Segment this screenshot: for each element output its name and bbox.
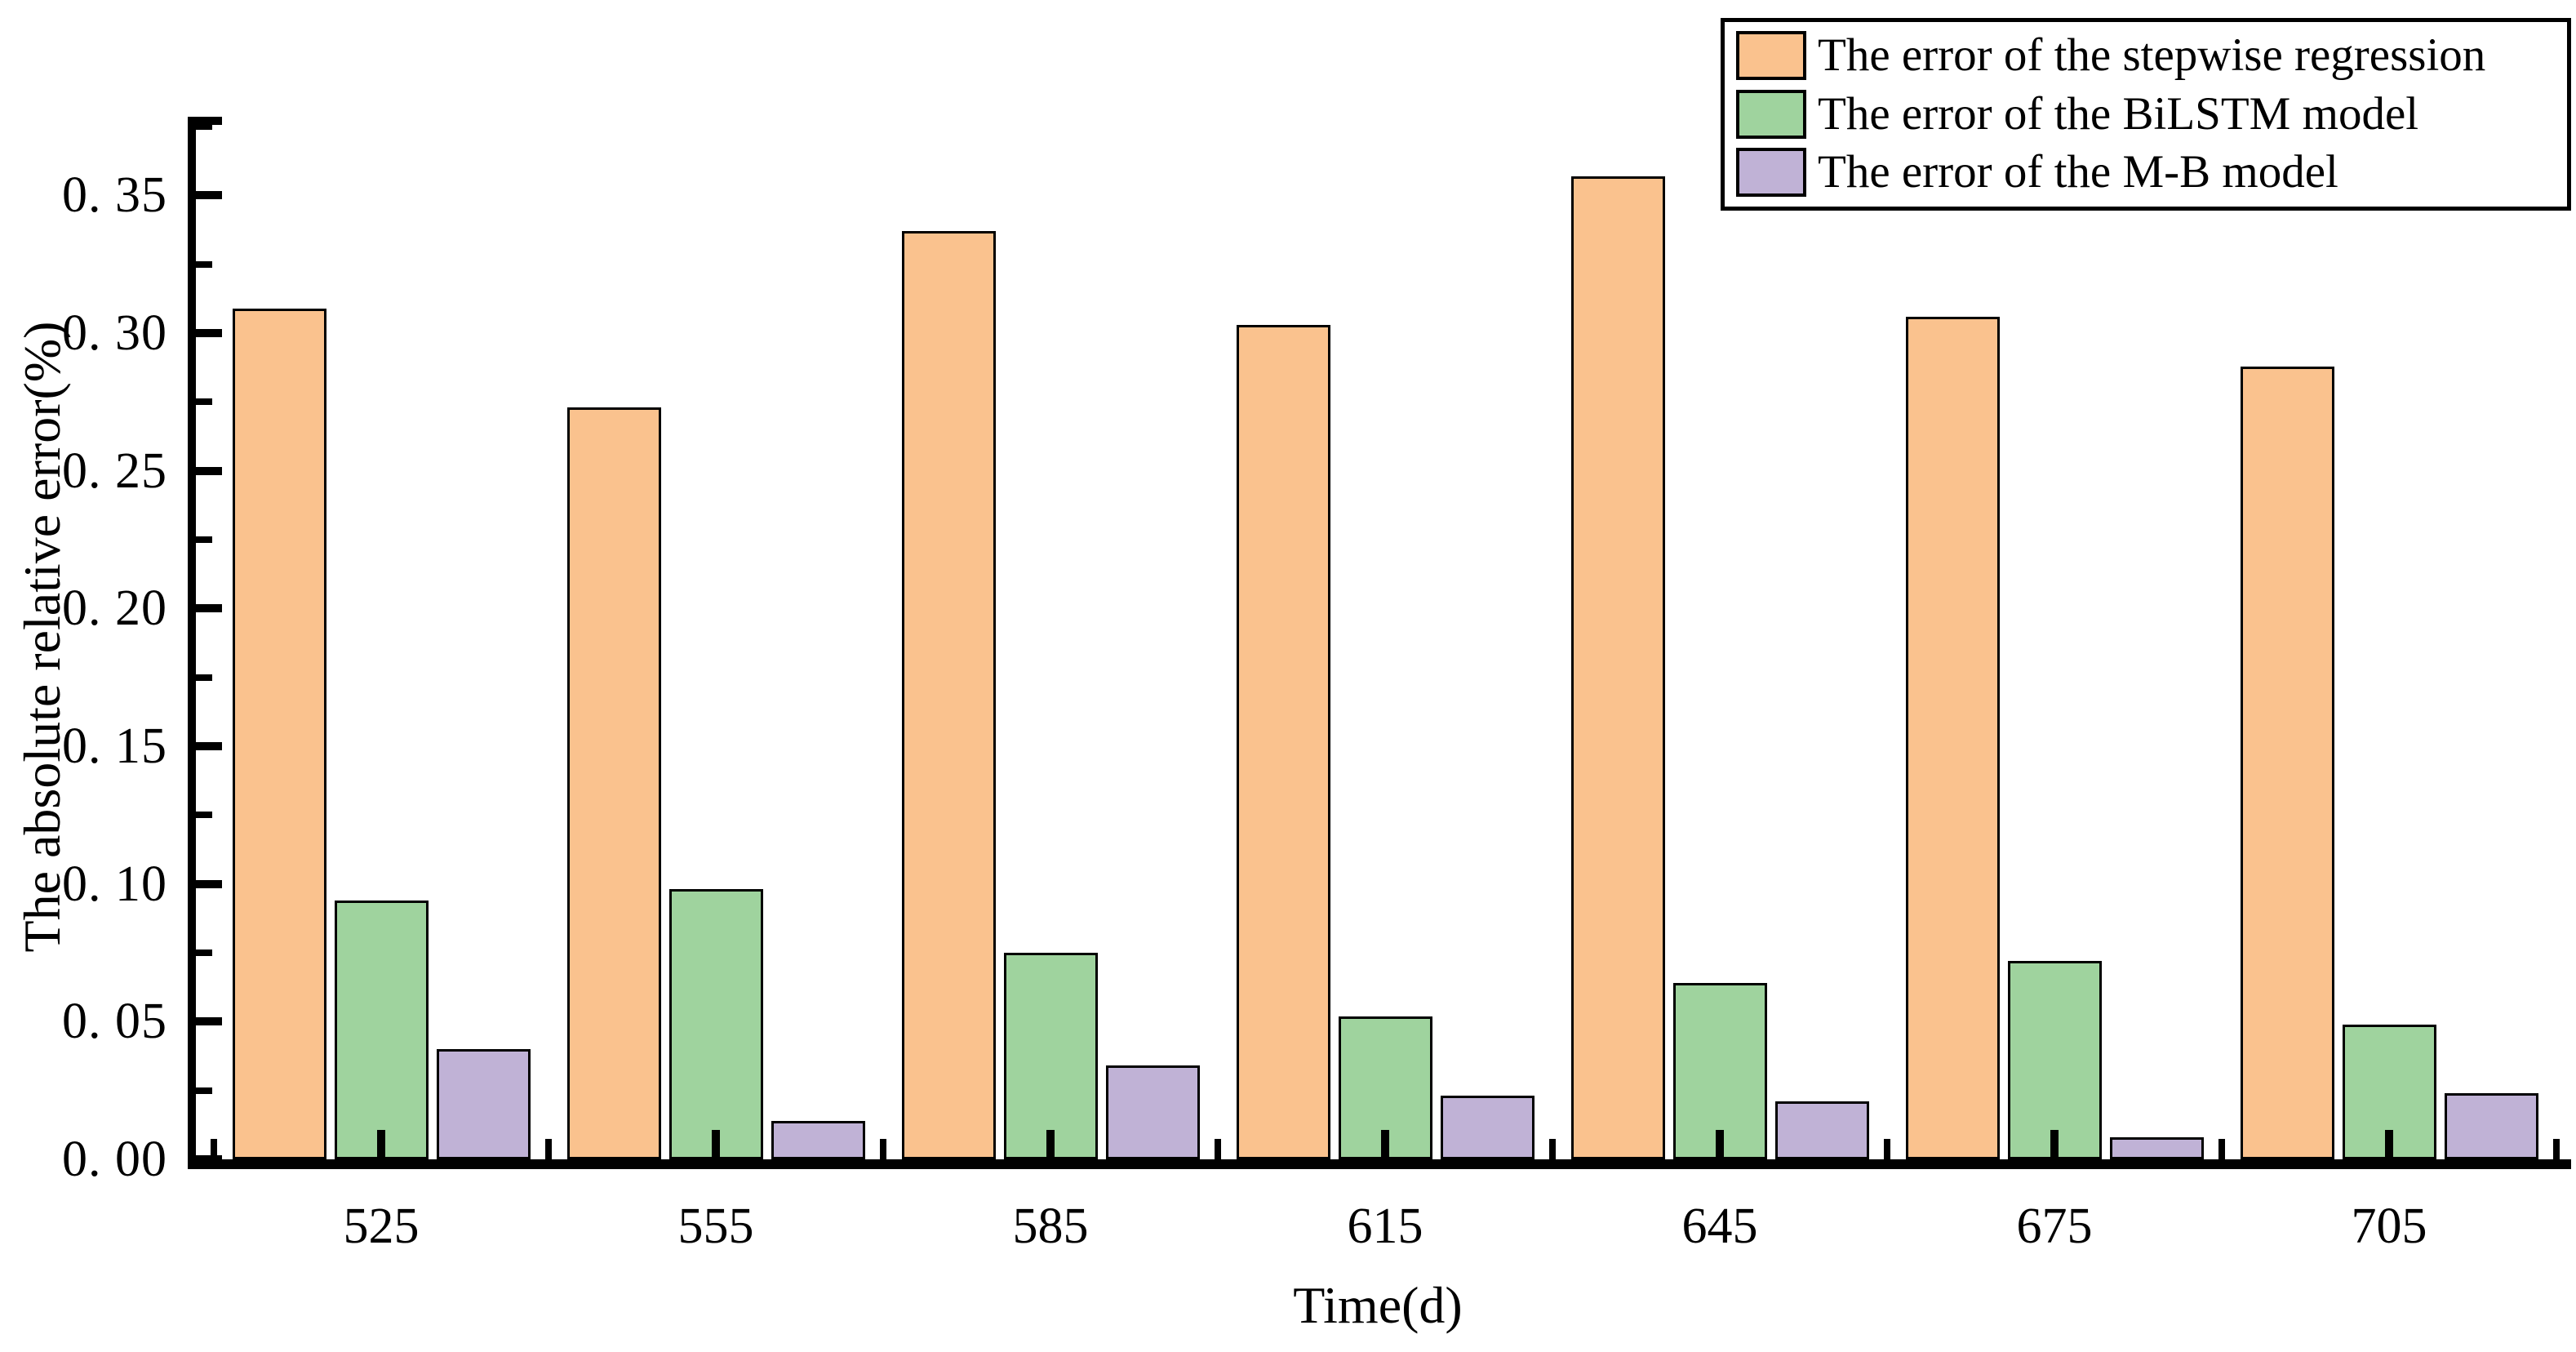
y-tick-label: 0. 00 bbox=[62, 1132, 167, 1187]
legend: The error of the stepwise regression The… bbox=[1721, 18, 2571, 211]
y-minor-tick bbox=[196, 812, 212, 819]
y-tick-label: 0. 05 bbox=[62, 994, 167, 1050]
legend-label-stepwise: The error of the stepwise regression bbox=[1818, 29, 2486, 81]
bar-mb-675 bbox=[2110, 1137, 2204, 1159]
legend-swatch-mb bbox=[1736, 148, 1806, 197]
bar-mb-615 bbox=[1441, 1096, 1534, 1159]
y-minor-tick bbox=[196, 674, 212, 681]
y-tick-label: 0. 30 bbox=[62, 305, 167, 362]
y-major-tick bbox=[196, 604, 222, 613]
bar-stepwise-645 bbox=[1571, 176, 1665, 1159]
legend-row-stepwise: The error of the stepwise regression bbox=[1725, 27, 2567, 84]
y-major-tick bbox=[196, 742, 222, 751]
bar-bilstm-525 bbox=[335, 901, 429, 1159]
x-tick-label: 555 bbox=[677, 1199, 754, 1254]
bar-bilstm-675 bbox=[2008, 961, 2102, 1159]
legend-row-bilstm: The error of the BiLSTM model bbox=[1725, 86, 2567, 143]
x-minor-tick bbox=[1549, 1139, 1556, 1159]
y-tick-label: 0. 25 bbox=[62, 443, 167, 499]
bar-stepwise-615 bbox=[1237, 325, 1330, 1159]
y-minor-tick bbox=[196, 536, 212, 544]
x-minor-tick bbox=[211, 1139, 217, 1159]
bar-stepwise-555 bbox=[567, 407, 661, 1159]
y-minor-tick bbox=[196, 398, 212, 406]
y-tick-label: 0. 35 bbox=[62, 167, 167, 224]
x-minor-tick bbox=[1884, 1139, 1890, 1159]
y-tick-label: 0. 20 bbox=[62, 580, 167, 637]
bar-bilstm-615 bbox=[1339, 1016, 1432, 1159]
bar-stepwise-705 bbox=[2241, 367, 2334, 1159]
bar-mb-645 bbox=[1775, 1101, 1869, 1159]
legend-swatch-stepwise bbox=[1736, 31, 1806, 80]
bar-mb-705 bbox=[2445, 1093, 2538, 1159]
x-tick-label: 675 bbox=[2016, 1199, 2093, 1254]
x-axis-line bbox=[188, 1159, 2571, 1169]
y-major-tick bbox=[196, 879, 222, 888]
x-minor-tick bbox=[545, 1139, 552, 1159]
x-tick-label: 705 bbox=[2351, 1199, 2427, 1254]
bar-bilstm-585 bbox=[1004, 953, 1098, 1159]
x-minor-tick bbox=[2553, 1139, 2560, 1159]
x-minor-tick bbox=[1215, 1139, 1221, 1159]
bar-mb-525 bbox=[437, 1049, 531, 1159]
bar-stepwise-675 bbox=[1906, 317, 2000, 1159]
y-tick-label: 0. 15 bbox=[62, 718, 167, 775]
y-minor-tick bbox=[196, 1087, 212, 1094]
bar-stepwise-585 bbox=[902, 231, 996, 1159]
legend-label-bilstm: The error of the BiLSTM model bbox=[1818, 87, 2419, 140]
bar-mb-555 bbox=[771, 1121, 865, 1159]
y-major-tick bbox=[196, 466, 222, 475]
y-minor-tick bbox=[196, 260, 212, 268]
legend-row-mb: The error of the M-B model bbox=[1725, 144, 2567, 201]
x-tick-label: 525 bbox=[343, 1199, 420, 1254]
x-axis-title: Time(d) bbox=[1293, 1276, 1463, 1334]
y-major-tick bbox=[196, 1017, 222, 1026]
x-minor-tick bbox=[880, 1139, 886, 1159]
y-major-tick bbox=[196, 191, 222, 200]
x-minor-tick bbox=[2218, 1139, 2225, 1159]
x-tick-label: 585 bbox=[1012, 1199, 1089, 1254]
y-axis-end-cap bbox=[196, 117, 222, 125]
bar-mb-585 bbox=[1106, 1065, 1200, 1159]
legend-label-mb: The error of the M-B model bbox=[1818, 146, 2338, 198]
x-major-tick bbox=[712, 1130, 720, 1159]
y-major-tick bbox=[196, 1155, 222, 1163]
y-minor-tick bbox=[196, 950, 212, 957]
y-tick-label: 0. 10 bbox=[62, 856, 167, 912]
y-major-tick bbox=[196, 329, 222, 338]
y-axis-line bbox=[188, 117, 196, 1169]
x-major-tick bbox=[377, 1130, 385, 1159]
x-tick-label: 645 bbox=[1681, 1199, 1758, 1254]
y-minor-tick bbox=[196, 123, 212, 131]
legend-swatch-bilstm bbox=[1736, 89, 1806, 139]
x-major-tick bbox=[1046, 1130, 1055, 1159]
y-axis-title: The absolute relative error(%) bbox=[13, 321, 71, 953]
x-major-tick bbox=[2050, 1130, 2059, 1159]
x-tick-label: 615 bbox=[1347, 1199, 1423, 1254]
x-major-tick bbox=[2385, 1130, 2393, 1159]
bar-bilstm-555 bbox=[669, 889, 763, 1159]
x-major-tick bbox=[1716, 1130, 1724, 1159]
x-major-tick bbox=[1381, 1130, 1389, 1159]
bar-stepwise-525 bbox=[233, 309, 326, 1159]
